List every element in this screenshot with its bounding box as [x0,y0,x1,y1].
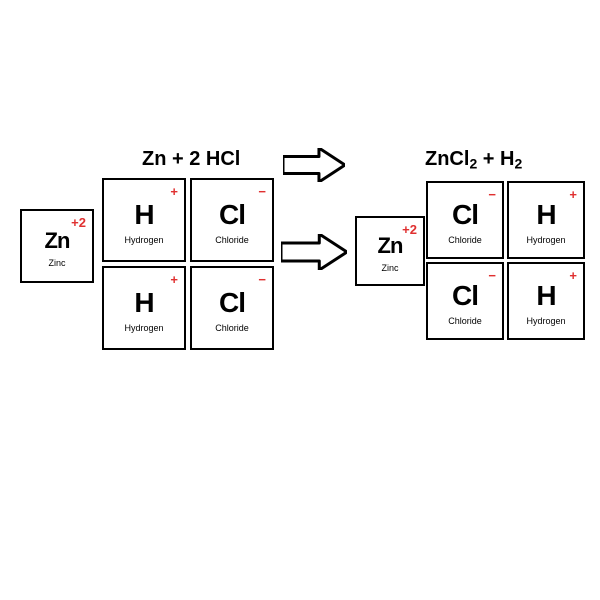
element-symbol: H [134,201,153,229]
element-tile-hydrogen-reactant-2: + H Hydrogen [102,266,186,350]
element-tile-hydrogen-product-1: + H Hydrogen [507,181,585,259]
charge-label: − [258,184,266,199]
element-symbol: Cl [219,201,245,229]
element-name: Hydrogen [124,235,163,245]
element-symbol: H [536,282,555,310]
equation-right: ZnCl2 + H2 [425,148,522,172]
element-name: Chloride [215,323,249,333]
charge-label: +2 [402,222,417,237]
diagram-stage: Zn + 2 HCl ZnCl2 + H2 +2 Zn Zinc + H Hyd… [0,0,600,600]
element-name: Zinc [381,263,398,273]
element-symbol: Cl [219,289,245,317]
charge-label: − [488,268,496,283]
element-symbol: H [134,289,153,317]
charge-label: + [170,184,178,199]
element-symbol: Zn [45,230,70,252]
element-tile-zinc-product: +2 Zn Zinc [355,216,425,286]
element-name: Chloride [448,316,482,326]
element-name: Hydrogen [526,235,565,245]
element-tile-chloride-reactant-1: − Cl Chloride [190,178,274,262]
element-name: Chloride [215,235,249,245]
element-tile-chloride-product-2: − Cl Chloride [426,262,504,340]
element-symbol: Zn [378,235,403,257]
element-symbol: H [536,201,555,229]
charge-label: + [569,187,577,202]
charge-label: − [488,187,496,202]
element-symbol: Cl [452,201,478,229]
charge-label: +2 [71,215,86,230]
element-name: Chloride [448,235,482,245]
element-tile-hydrogen-product-2: + H Hydrogen [507,262,585,340]
charge-label: − [258,272,266,287]
charge-label: + [170,272,178,287]
equation-left: Zn + 2 HCl [142,148,240,171]
element-tile-chloride-reactant-2: − Cl Chloride [190,266,274,350]
element-tile-zinc-reactant: +2 Zn Zinc [20,209,94,283]
element-name: Hydrogen [526,316,565,326]
element-symbol: Cl [452,282,478,310]
element-tile-chloride-product-1: − Cl Chloride [426,181,504,259]
element-name: Hydrogen [124,323,163,333]
charge-label: + [569,268,577,283]
element-name: Zinc [48,258,65,268]
element-tile-hydrogen-reactant-1: + H Hydrogen [102,178,186,262]
reaction-arrow-middle [281,234,347,270]
reaction-arrow-top [283,148,345,182]
